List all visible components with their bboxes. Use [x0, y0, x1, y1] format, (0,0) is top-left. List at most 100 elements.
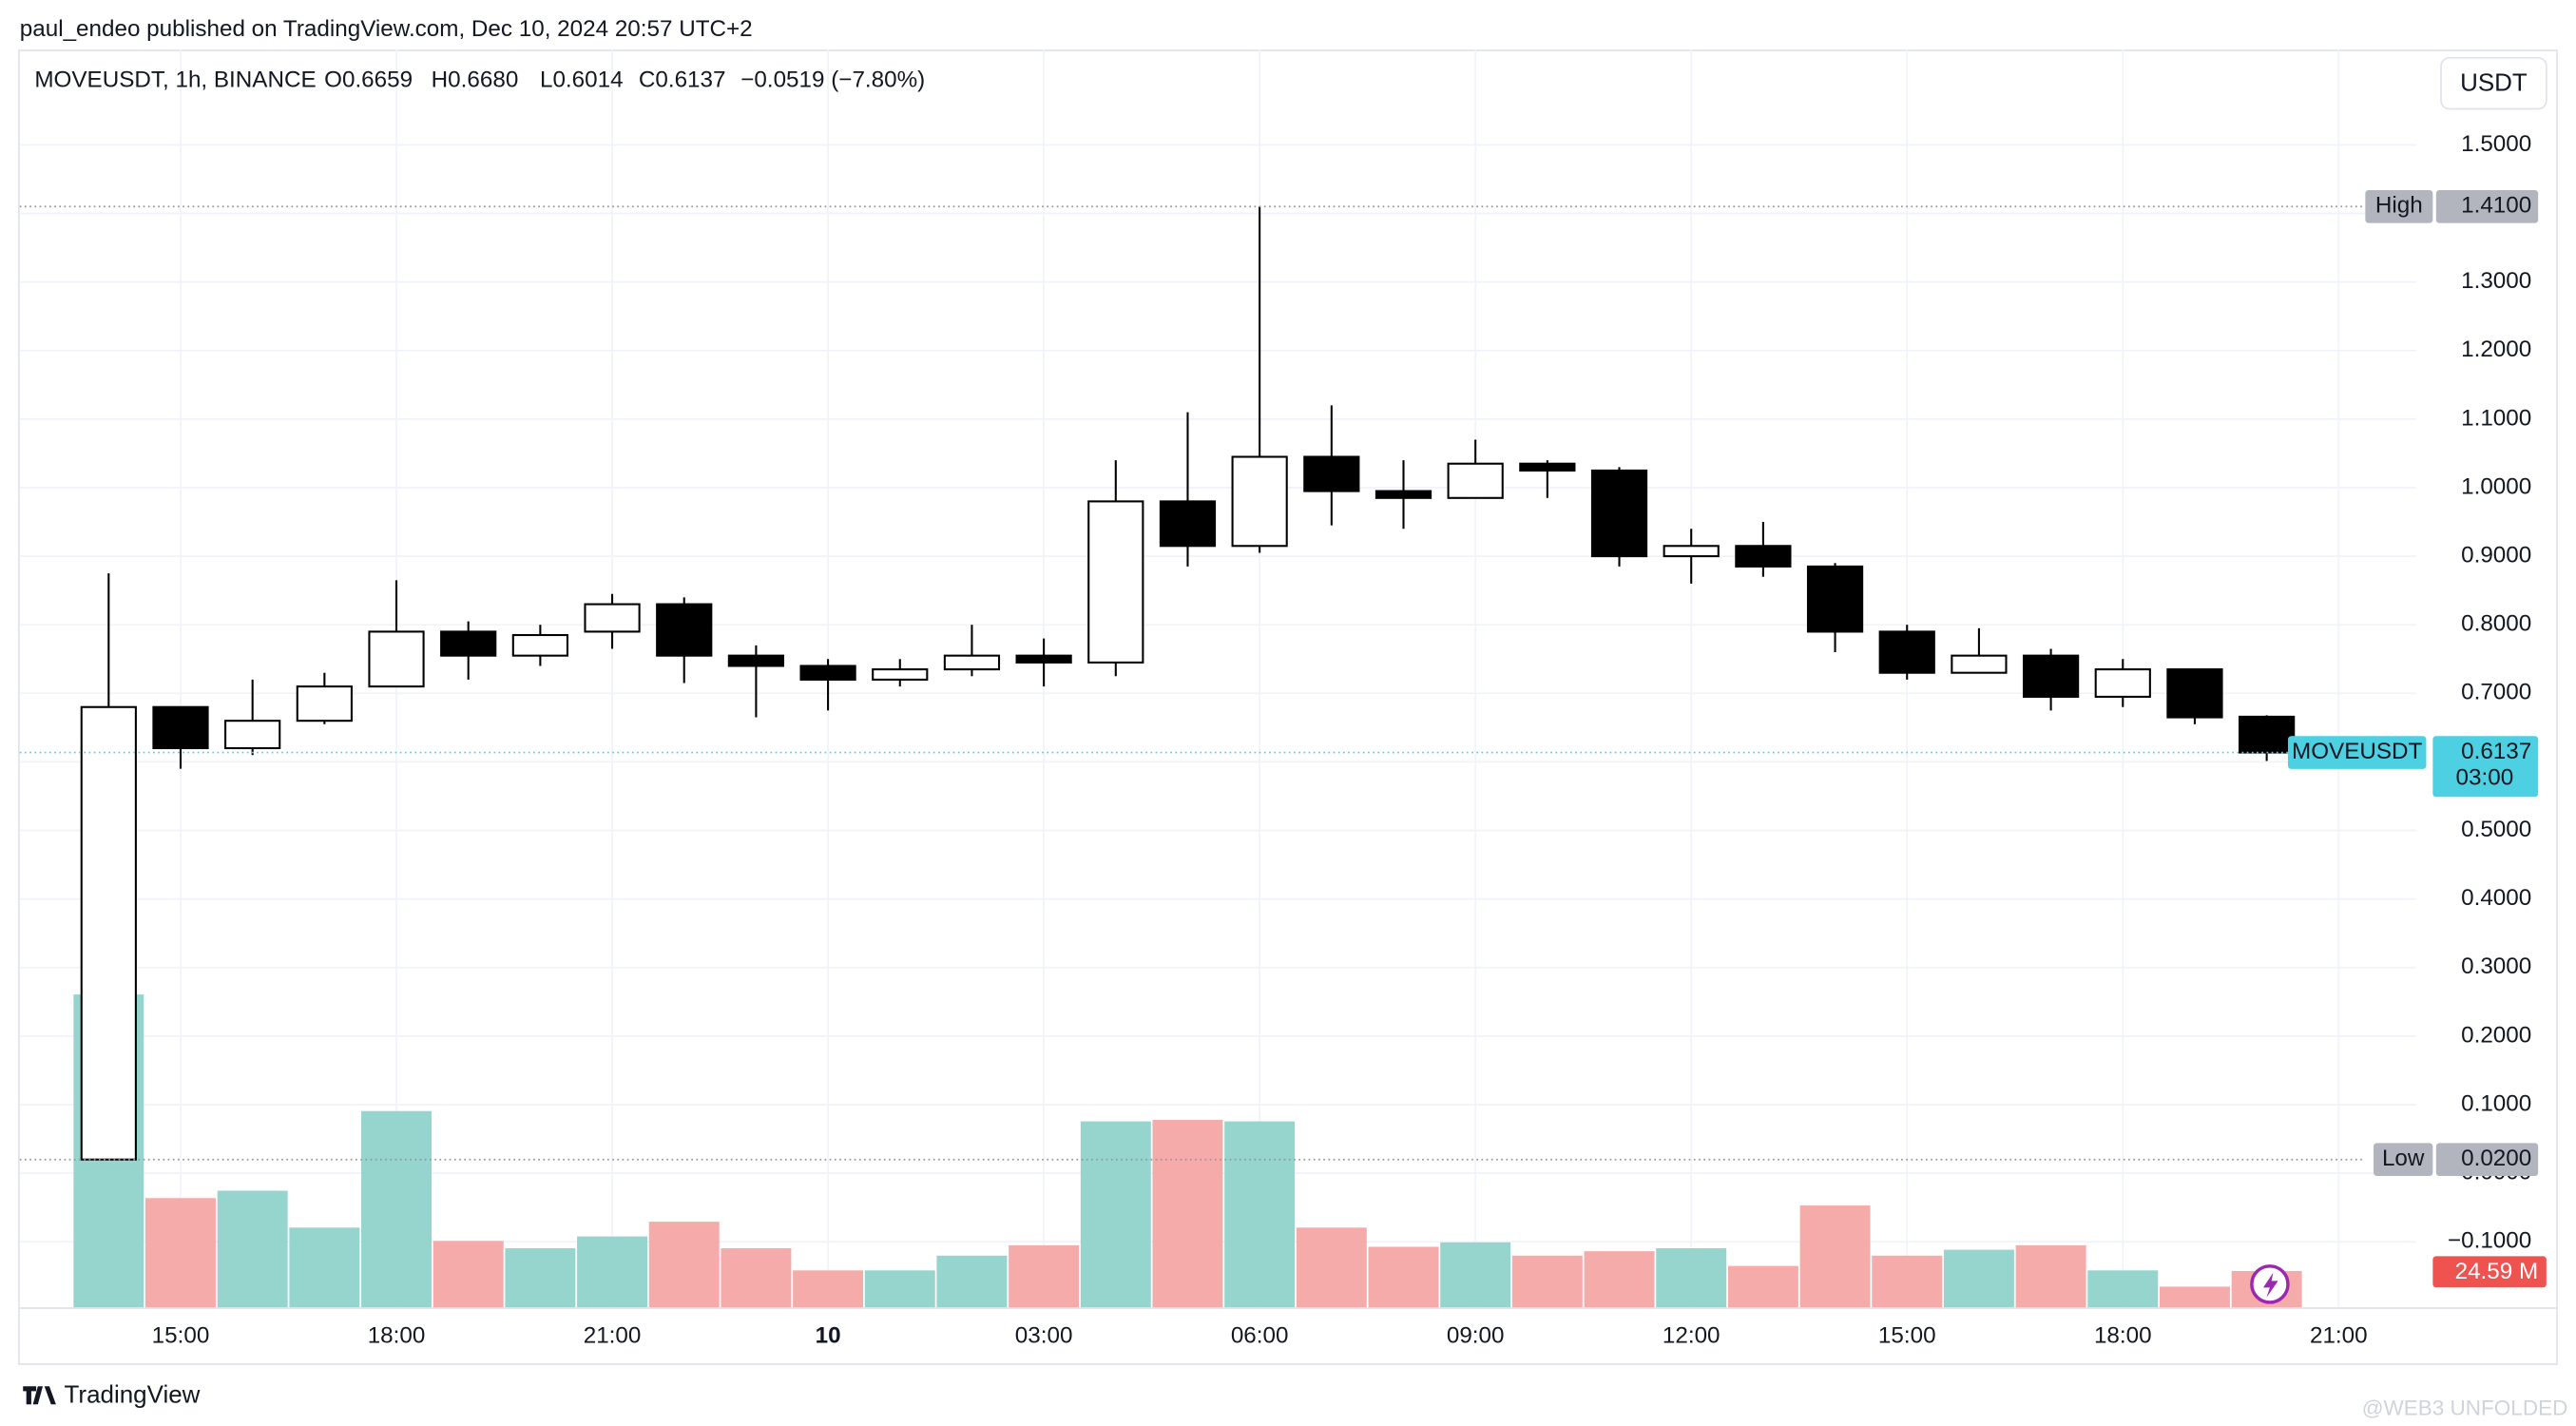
candle-body	[2022, 654, 2080, 698]
legend-change: −0.0519 (−7.80%)	[740, 67, 925, 92]
last-price-countdown: 03:00	[2456, 765, 2514, 791]
candle-body	[1519, 462, 1576, 472]
marker-name-box	[2365, 189, 2433, 223]
candle-body	[1806, 565, 1864, 633]
y-tick-label: 0.3000	[2461, 954, 2531, 979]
volume-bar	[1656, 1248, 1727, 1308]
volume-bar	[1368, 1246, 1439, 1308]
volume-bar	[793, 1270, 864, 1308]
last-price-box	[2432, 736, 2539, 798]
candle-body	[224, 720, 281, 750]
candle-body	[1447, 462, 1504, 499]
x-tick-label: 09:00	[1447, 1323, 1505, 1349]
marker-value-box	[2435, 189, 2539, 223]
y-tick-label: 1.2000	[2461, 337, 2531, 362]
candle-body	[799, 665, 856, 681]
x-tick-label: 21:00	[584, 1323, 642, 1349]
x-tick-label: 03:00	[1015, 1323, 1073, 1349]
y-tick-label: 1.3000	[2461, 268, 2531, 294]
y-tick-label: 0.8000	[2461, 611, 2531, 637]
legend-high: H0.6680	[432, 67, 519, 92]
volume-bar	[2015, 1244, 2086, 1308]
marker-name: Low	[2382, 1146, 2425, 1171]
volume-bar	[1872, 1255, 1943, 1308]
candle-body	[1015, 654, 1072, 664]
volume-bar	[936, 1255, 1008, 1308]
volume-bar	[1584, 1251, 1655, 1308]
volume-bar	[1799, 1205, 1871, 1308]
last-price-value: 0.6137	[2461, 739, 2531, 764]
currency-label[interactable]: USDT	[2460, 67, 2528, 96]
volume-bar	[1224, 1121, 1296, 1308]
volume-bar	[1511, 1255, 1583, 1308]
marker-name: High	[2375, 193, 2423, 219]
candle-body	[1735, 545, 1792, 568]
icon-bolt[interactable]	[2262, 1272, 2278, 1298]
y-tick-label: 0.1000	[2461, 1090, 2531, 1116]
chart-frame	[18, 49, 2558, 1365]
legend-close: C0.6137	[639, 67, 726, 92]
legend-open: O0.6659	[324, 67, 413, 92]
candle-body	[152, 705, 209, 750]
candle-body	[296, 685, 353, 723]
x-tick-label: 18:00	[368, 1323, 426, 1349]
volume-bar	[1727, 1265, 1798, 1308]
volume-bar	[361, 1110, 432, 1308]
candle-body	[80, 705, 137, 1161]
x-tick-label: 15:00	[1878, 1323, 1936, 1349]
candle-body	[1375, 490, 1432, 499]
volume-bar	[1296, 1227, 1367, 1308]
x-tick-label: 12:00	[1663, 1323, 1721, 1349]
publish-info: paul_endeo published on TradingView.com,…	[20, 16, 753, 42]
candle-body	[1663, 545, 1720, 558]
candle-body	[1951, 654, 2008, 674]
last-price-symbol-box	[2287, 736, 2427, 769]
candle-body	[1231, 455, 1288, 548]
brand-name: TradingView	[65, 1379, 201, 1408]
candle-body	[1878, 630, 1935, 674]
volume-bar	[648, 1222, 720, 1308]
volume-bar	[2159, 1286, 2230, 1308]
candle-body	[368, 630, 425, 688]
volume-bar	[1080, 1121, 1151, 1308]
y-tick-label: 0.2000	[2461, 1022, 2531, 1048]
volume-bar	[289, 1227, 360, 1308]
y-tick-label: 0.7000	[2461, 680, 2531, 705]
candle-body	[1303, 455, 1360, 492]
volume-label-box	[2432, 1256, 2547, 1288]
brand-logo	[23, 1386, 56, 1405]
volume-bar	[864, 1270, 935, 1308]
y-tick-label: 1.5000	[2461, 131, 2531, 157]
volume-bar	[1152, 1120, 1223, 1308]
marker-value-box	[2435, 1143, 2539, 1177]
currency-button[interactable]	[2440, 56, 2547, 110]
volume-bar	[1440, 1242, 1511, 1308]
legend-low: L0.6014	[540, 67, 624, 92]
candles	[80, 206, 2296, 1161]
watermark: @WEB3 UNFOLDED	[2362, 1396, 2568, 1419]
candle-body	[584, 603, 641, 633]
volume-bar	[577, 1236, 648, 1308]
volume-bar	[721, 1248, 792, 1308]
volume-label: 24.59 M	[2455, 1259, 2539, 1284]
candle-body	[2094, 668, 2151, 698]
last-price-symbol: MOVEUSDT	[2292, 739, 2423, 764]
candle-body	[2166, 668, 2223, 719]
y-tick-label: 1.1000	[2461, 405, 2531, 431]
lightning-icon[interactable]	[2250, 1264, 2290, 1304]
candle-body	[2239, 715, 2296, 754]
y-tick-label: 1.0000	[2461, 473, 2531, 499]
y-tick-label: 0.5000	[2461, 817, 2531, 842]
volume-bar	[2087, 1270, 2159, 1308]
marker-name-box	[2374, 1143, 2433, 1177]
x-tick-label: 10	[816, 1323, 841, 1349]
candle-body	[1590, 469, 1648, 558]
candle-body	[727, 654, 785, 667]
grid: 1.50001.40001.30001.20001.10001.00000.90…	[19, 49, 2558, 1349]
marker-value: 0.0200	[2461, 1146, 2531, 1171]
x-tick-label: 15:00	[152, 1323, 210, 1349]
candle-body	[440, 630, 497, 657]
